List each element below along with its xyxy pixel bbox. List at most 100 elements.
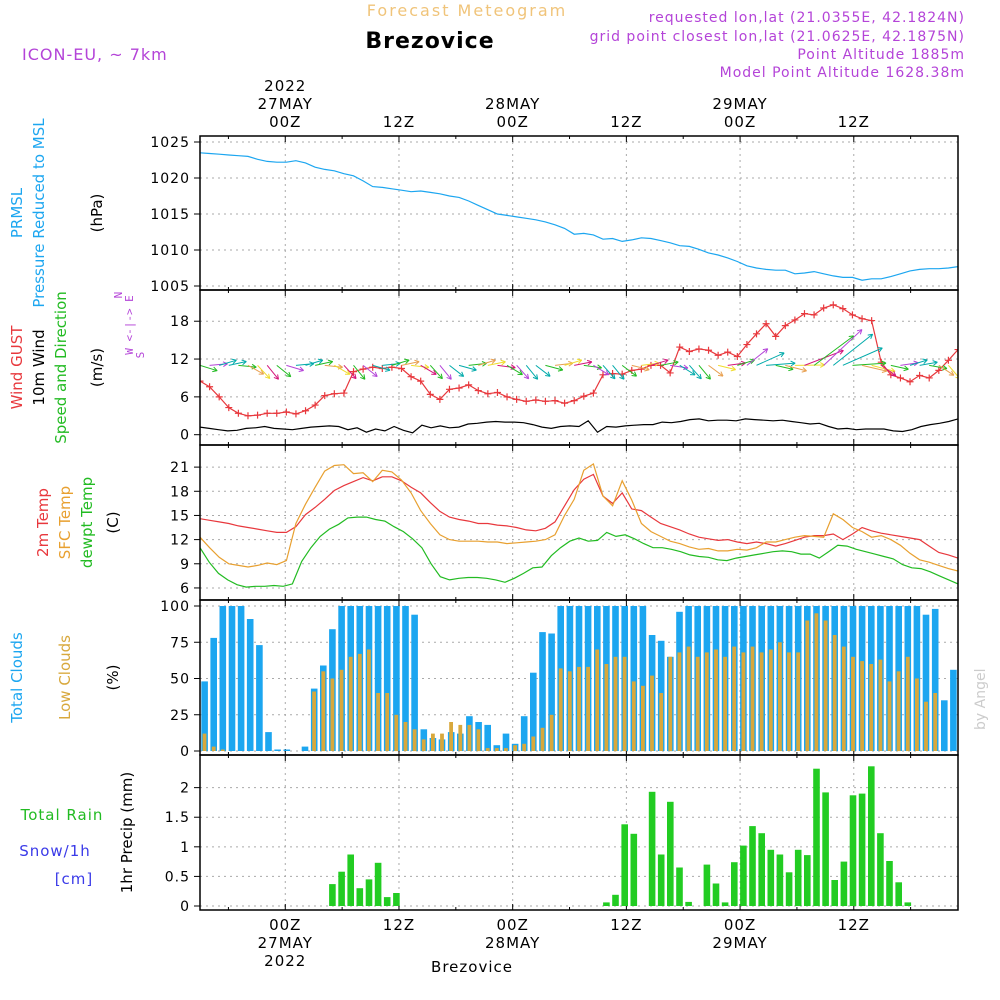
bar-low-clouds bbox=[686, 646, 691, 751]
bottom-time-label: 00Z bbox=[724, 916, 756, 934]
gust-point bbox=[350, 368, 358, 376]
bar-low-clouds bbox=[549, 714, 554, 752]
bar-total-clouds bbox=[374, 606, 382, 751]
wind-arrow bbox=[535, 364, 551, 377]
wind-arrow-head bbox=[264, 373, 271, 380]
y-axis-label: (C) bbox=[104, 511, 122, 533]
wind-arrow bbox=[823, 329, 863, 366]
wind-arrow bbox=[200, 364, 218, 372]
wind-arrow bbox=[362, 364, 378, 377]
wind-arrow-head bbox=[663, 358, 669, 364]
panel-frame bbox=[199, 135, 959, 291]
bar-low-clouds bbox=[385, 693, 390, 751]
watermark: by Angel bbox=[973, 669, 989, 730]
top-time-label: 00Z bbox=[269, 113, 301, 131]
gust-point bbox=[263, 409, 271, 417]
bar-low-clouds bbox=[348, 656, 353, 752]
bar-total-rain bbox=[383, 897, 391, 906]
bar-total-rain bbox=[767, 849, 775, 906]
wind-arrow bbox=[439, 365, 452, 380]
bar-total-clouds bbox=[274, 749, 281, 751]
y-tick-label: 12 bbox=[170, 352, 190, 368]
wind-arrow-head bbox=[838, 349, 844, 355]
wind-arrow bbox=[880, 364, 897, 377]
bar-total-clouds bbox=[950, 669, 957, 751]
bar-total-clouds bbox=[411, 614, 418, 751]
bar-low-clouds bbox=[567, 671, 572, 752]
wind-arrow-head bbox=[603, 370, 610, 376]
bar-low-clouds bbox=[823, 620, 828, 751]
panel-temperature: 6 9 12 15 18 21 2m Temp SFC Temp dewpt Temp (C) bbox=[34, 444, 959, 601]
gust-point bbox=[906, 378, 914, 386]
wind-arrow bbox=[688, 365, 702, 380]
gust-point bbox=[417, 377, 425, 385]
wind-arrow bbox=[334, 364, 351, 375]
bar-low-clouds bbox=[650, 675, 654, 751]
wind-arrow bbox=[938, 364, 955, 376]
y-tick-label: 1025 bbox=[150, 135, 190, 151]
wind-arrow-head bbox=[801, 367, 807, 373]
bar-low-clouds bbox=[531, 736, 536, 751]
bar-low-clouds bbox=[421, 739, 426, 751]
plot-area bbox=[329, 766, 912, 906]
wind-arrow-head bbox=[762, 348, 769, 354]
bar-low-clouds bbox=[202, 733, 207, 751]
gust-point bbox=[762, 320, 770, 328]
y-axis-label: 2m Temp bbox=[34, 488, 52, 557]
wind-arrow-head bbox=[285, 371, 292, 378]
bar-total-rain bbox=[740, 845, 747, 906]
bar-total-rain bbox=[648, 791, 656, 906]
bar-low-clouds bbox=[787, 652, 791, 751]
bar-low-clouds bbox=[659, 693, 664, 751]
bar-low-clouds bbox=[211, 746, 216, 751]
bar-low-clouds bbox=[878, 659, 883, 751]
bottom-time-label: 2022 bbox=[264, 952, 306, 970]
bar-low-clouds bbox=[312, 691, 316, 751]
bar-low-clouds bbox=[440, 733, 444, 751]
wind-arrow-head bbox=[881, 360, 887, 367]
wind-arrow-head bbox=[867, 333, 874, 340]
wind-arrow-head bbox=[631, 371, 637, 377]
y-axis-label: (m/s) bbox=[88, 348, 106, 387]
gust-point bbox=[541, 397, 549, 405]
bar-low-clouds bbox=[376, 693, 380, 751]
bar-low-clouds bbox=[750, 646, 755, 751]
wind-arrow bbox=[909, 359, 928, 366]
bar-low-clouds bbox=[604, 664, 609, 751]
wind-arrow bbox=[832, 333, 873, 366]
bar-low-clouds bbox=[732, 646, 737, 751]
bar-low-clouds bbox=[814, 613, 819, 752]
gust-point bbox=[321, 392, 329, 400]
bottom-time-label: 12Z bbox=[838, 916, 870, 934]
y-tick-label: 6 bbox=[180, 390, 190, 406]
wind-arrow bbox=[391, 359, 410, 366]
point-altitude: Point Altitude 1885m bbox=[797, 47, 965, 63]
y-axis-label: Speed and Direction bbox=[52, 291, 70, 444]
bar-low-clouds bbox=[513, 745, 517, 751]
plot-area bbox=[201, 606, 957, 752]
gust-point bbox=[714, 351, 722, 359]
gust-point bbox=[724, 348, 732, 356]
gust-point bbox=[800, 310, 808, 318]
wind-arrow-head bbox=[258, 369, 265, 375]
bar-total-clouds bbox=[530, 672, 537, 751]
gust-point bbox=[302, 407, 310, 415]
bar-low-clouds bbox=[915, 678, 919, 751]
top-time-label: 00Z bbox=[724, 113, 756, 131]
wind-arrow-head bbox=[779, 352, 785, 358]
wind-arrow bbox=[621, 364, 637, 377]
compass-rose: W <-|-> EN S bbox=[112, 292, 147, 359]
product-title: Forecast Meteogram bbox=[367, 1, 567, 20]
wind-arrow bbox=[420, 364, 437, 375]
wind-arrow bbox=[458, 364, 477, 371]
y-tick-label: 9 bbox=[180, 557, 190, 573]
bar-total-clouds bbox=[393, 606, 400, 751]
bar-low-clouds bbox=[869, 664, 874, 751]
bar-low-clouds bbox=[494, 748, 499, 751]
wind-arrow bbox=[545, 364, 563, 371]
gust-point bbox=[896, 374, 904, 382]
wind-arrow-head bbox=[644, 366, 650, 372]
bar-low-clouds bbox=[540, 727, 545, 751]
y-axis-label: Wind GUST bbox=[8, 325, 26, 410]
bottom-time-label: 28MAY bbox=[485, 934, 540, 952]
